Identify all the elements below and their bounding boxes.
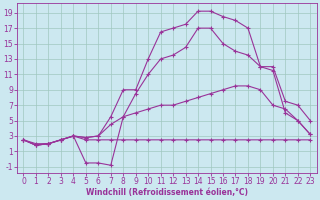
X-axis label: Windchill (Refroidissement éolien,°C): Windchill (Refroidissement éolien,°C) — [86, 188, 248, 197]
